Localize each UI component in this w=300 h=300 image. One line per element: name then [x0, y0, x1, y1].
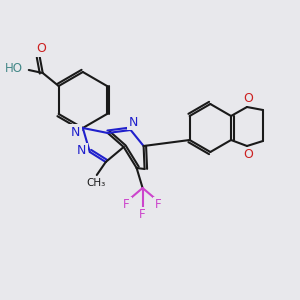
Text: F: F — [123, 199, 130, 212]
Text: O: O — [243, 92, 253, 104]
Text: N: N — [129, 116, 138, 128]
Text: HO: HO — [5, 62, 23, 76]
Text: F: F — [155, 199, 162, 212]
Text: CH₃: CH₃ — [86, 178, 105, 188]
Text: F: F — [139, 208, 146, 221]
Text: O: O — [243, 148, 253, 161]
Text: N: N — [77, 145, 86, 158]
Text: O: O — [36, 43, 46, 56]
Text: N: N — [71, 125, 80, 139]
